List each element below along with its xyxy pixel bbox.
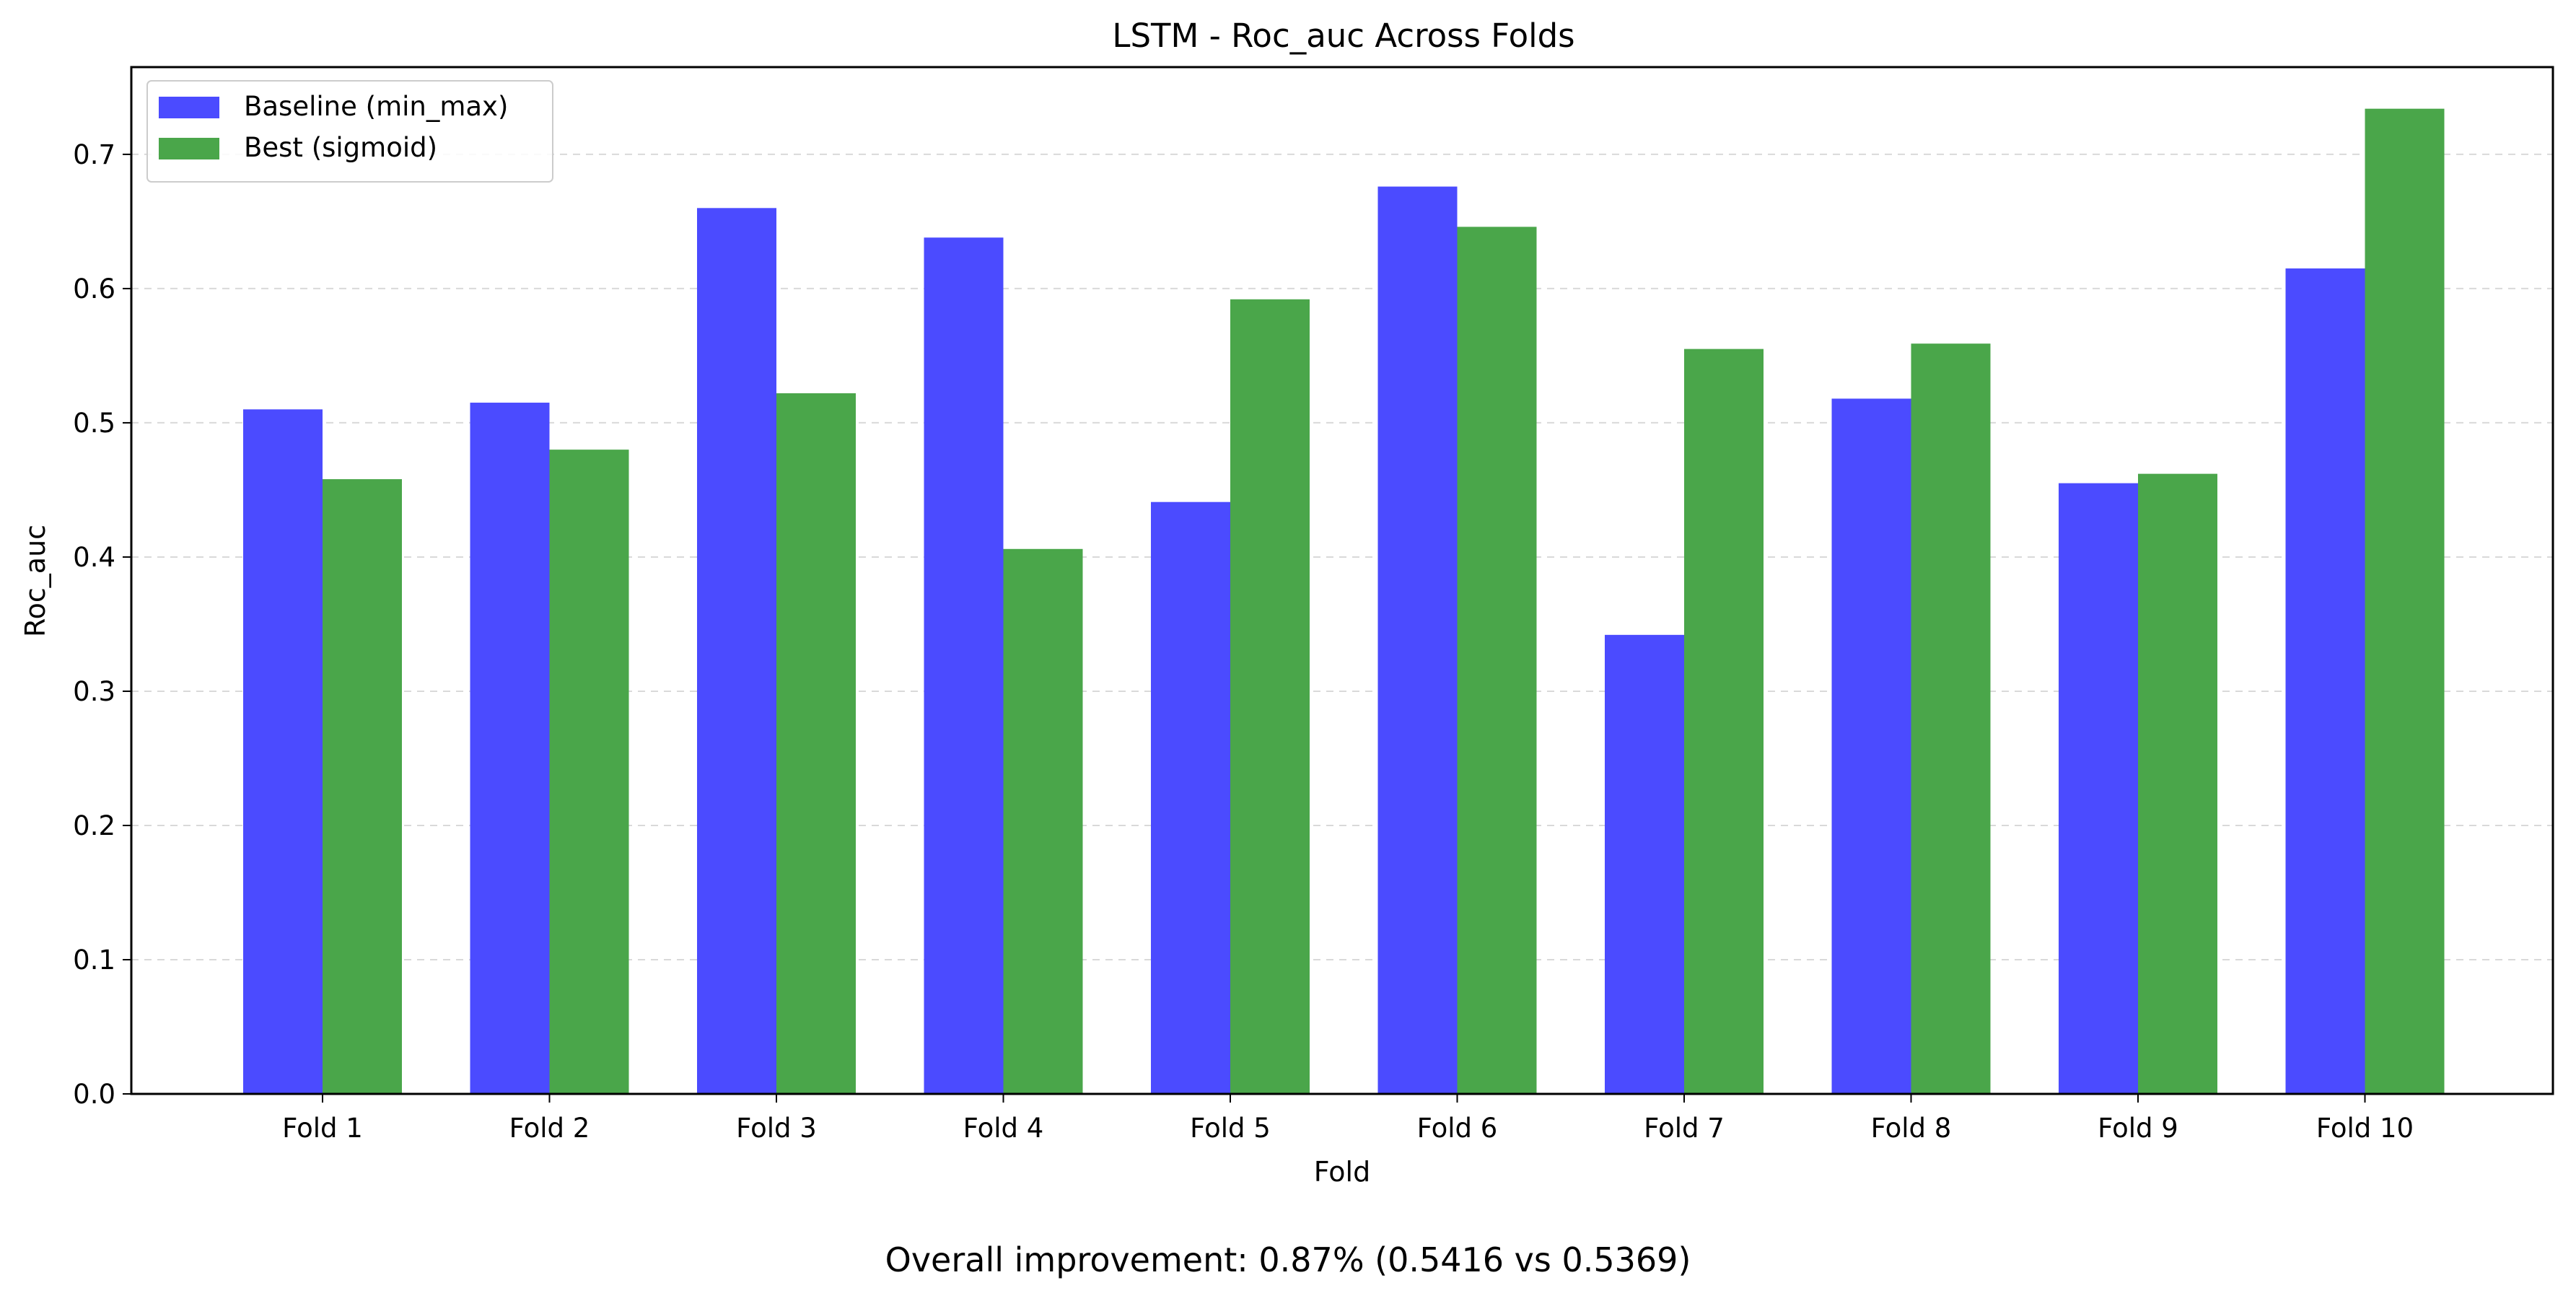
bar-baseline-7 (1605, 634, 1684, 1094)
x-tick-label: Fold 1 (282, 1113, 363, 1144)
bar-best-2 (549, 450, 629, 1094)
bar-baseline-9 (2059, 483, 2138, 1094)
plot-frame (130, 66, 2554, 1095)
chart-title: LSTM - Roc_auc Across Folds (1112, 17, 1574, 55)
x-tick-label: Fold 7 (1644, 1113, 1725, 1144)
y-axis: 0.0 0.1 0.2 0.3 0.4 0.5 0.6 0.7 (73, 139, 131, 1110)
bar-baseline-4 (924, 237, 1004, 1095)
bar-best-5 (1230, 299, 1310, 1094)
legend-swatch (159, 138, 219, 159)
y-tick-label: 0.3 (73, 676, 115, 707)
bar-best-9 (2138, 473, 2217, 1094)
x-tick-label: Fold 3 (736, 1113, 817, 1144)
y-tick-label: 0.1 (73, 945, 115, 976)
x-tick-label: Fold 10 (2316, 1113, 2414, 1144)
y-axis-label: Roc_auc (19, 525, 51, 637)
x-tick-label: Fold 8 (1871, 1113, 1952, 1144)
y-tick-label: 0.0 (73, 1079, 115, 1110)
bar-best-7 (1684, 349, 1764, 1094)
x-tick-label: Fold 5 (1190, 1113, 1271, 1144)
bar-baseline-10 (2285, 268, 2365, 1094)
bar-best-1 (323, 479, 402, 1094)
legend: Baseline (min_max) Best (sigmoid) (146, 80, 553, 183)
y-tick-label: 0.2 (73, 810, 115, 841)
y-tick-label: 0.6 (73, 273, 115, 305)
bar-best-10 (2365, 108, 2445, 1094)
chart-caption: Overall improvement: 0.87% (0.5416 vs 0.… (885, 1240, 1691, 1279)
bar-best-6 (1457, 227, 1537, 1094)
bar-baseline-1 (243, 409, 323, 1094)
legend-label: Baseline (min_max) (244, 91, 508, 122)
bar-baseline-2 (470, 403, 550, 1094)
bar-baseline-6 (1377, 186, 1458, 1094)
x-axis-label: Fold (1314, 1156, 1370, 1188)
y-tick-label: 0.4 (73, 542, 115, 573)
x-tick-label: Fold 4 (963, 1113, 1044, 1144)
x-tick-label: Fold 2 (509, 1113, 590, 1144)
bar-best-8 (1911, 343, 1991, 1095)
y-tick-label: 0.7 (73, 139, 115, 170)
legend-label: Best (sigmoid) (244, 132, 437, 163)
bar-baseline-3 (697, 208, 776, 1094)
bars (243, 108, 2445, 1095)
legend-box (146, 80, 553, 183)
bar-baseline-8 (1831, 398, 1911, 1094)
bar-baseline-5 (1151, 501, 1230, 1094)
x-tick-label: Fold 6 (1417, 1113, 1498, 1144)
x-axis: Fold 1 Fold 2 Fold 3 Fold 4 Fold 5 Fold 6 Fold… (282, 1094, 2414, 1144)
bar-best-4 (1003, 548, 1083, 1094)
x-tick-label: Fold 9 (2098, 1113, 2178, 1144)
legend-swatch (159, 97, 219, 118)
y-tick-label: 0.5 (73, 408, 115, 439)
bar-best-3 (776, 393, 856, 1094)
